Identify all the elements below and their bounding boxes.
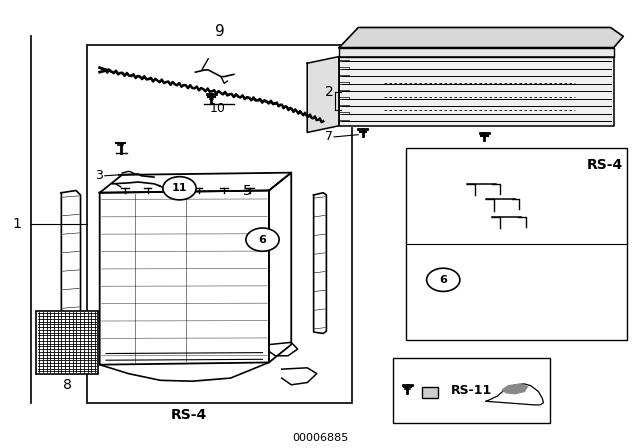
Text: 10: 10 xyxy=(210,102,226,115)
Circle shape xyxy=(163,177,196,200)
Bar xyxy=(422,387,438,398)
Polygon shape xyxy=(486,384,543,405)
Text: 8: 8 xyxy=(63,378,72,392)
Bar xyxy=(394,358,550,423)
Circle shape xyxy=(246,228,279,251)
Text: 9: 9 xyxy=(214,25,224,39)
Bar xyxy=(406,148,627,340)
Text: RS-11: RS-11 xyxy=(451,384,492,397)
Bar xyxy=(36,311,99,374)
Text: 2: 2 xyxy=(325,85,334,99)
Text: 6: 6 xyxy=(259,235,266,245)
Polygon shape xyxy=(339,27,623,47)
Text: 6: 6 xyxy=(439,275,447,285)
Text: 3: 3 xyxy=(95,169,103,182)
Circle shape xyxy=(427,268,460,292)
Bar xyxy=(87,45,352,403)
Text: 5: 5 xyxy=(243,184,252,198)
Polygon shape xyxy=(307,56,339,133)
Text: 7: 7 xyxy=(325,130,333,143)
Text: 00006885: 00006885 xyxy=(292,433,348,444)
Text: RS-4: RS-4 xyxy=(587,158,623,172)
Text: 11: 11 xyxy=(172,183,188,193)
Polygon shape xyxy=(339,56,614,126)
Text: RS-4: RS-4 xyxy=(171,408,207,422)
Polygon shape xyxy=(502,384,527,394)
Polygon shape xyxy=(339,47,614,56)
Text: 1: 1 xyxy=(12,217,21,231)
